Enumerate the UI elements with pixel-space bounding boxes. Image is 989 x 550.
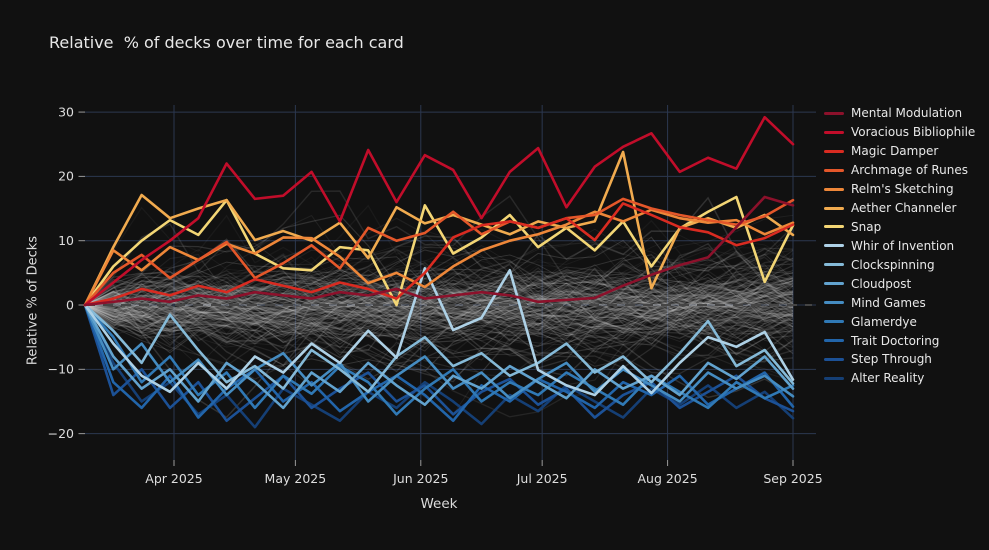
series-line-cloudpost[interactable] bbox=[83, 303, 795, 410]
series-line-mental-modulation[interactable] bbox=[83, 195, 795, 307]
series-line-step-through[interactable] bbox=[83, 303, 795, 423]
y-tick-label: −10 bbox=[48, 362, 74, 377]
series-line-magic-damper[interactable] bbox=[83, 202, 795, 307]
legend-swatch-icon bbox=[824, 225, 844, 229]
legend-swatch-icon bbox=[824, 357, 844, 361]
legend-label: Voracious Bibliophile bbox=[851, 125, 976, 140]
x-tick-label: Sep 2025 bbox=[763, 471, 822, 486]
series-line-voracious-bibliophile[interactable] bbox=[83, 115, 795, 307]
legend-item-alter-reality[interactable]: Alter Reality bbox=[824, 369, 975, 388]
y-tick-label: 0 bbox=[66, 297, 74, 312]
series-line-archmage-of-runes[interactable] bbox=[83, 197, 795, 307]
legend-item-clockspinning[interactable]: Clockspinning bbox=[824, 255, 975, 274]
series-line-trait-doctoring[interactable] bbox=[83, 303, 795, 423]
axes: 30 20 10 0 −10 −20 Apr 2025 May 2025 Jun 2025 Jul… bbox=[48, 104, 823, 486]
legend-item-magic-damper[interactable]: Magic Damper bbox=[824, 142, 975, 161]
legend-item-cloudpost[interactable]: Cloudpost bbox=[824, 274, 975, 293]
legend-label: Mental Modulation bbox=[851, 106, 963, 121]
legend-label: Relm's Sketching bbox=[851, 182, 954, 197]
y-tick-label: 20 bbox=[58, 169, 74, 184]
legend: Mental Modulation Voracious Bibliophile Ma… bbox=[824, 104, 975, 388]
legend-label: Snap bbox=[851, 219, 882, 234]
legend-item-step-through[interactable]: Step Through bbox=[824, 350, 975, 369]
background-series bbox=[84, 190, 794, 419]
x-tick-label: Jul 2025 bbox=[516, 471, 568, 486]
y-tick-label: 30 bbox=[58, 104, 74, 119]
legend-label: Glamerdye bbox=[851, 314, 917, 329]
series-line-glamerdye[interactable] bbox=[83, 303, 795, 416]
legend-label: Step Through bbox=[851, 352, 932, 367]
x-axis-title: Week bbox=[420, 496, 458, 512]
legend-swatch-icon bbox=[824, 168, 844, 172]
chart-title: Relative % of decks over time for each c… bbox=[49, 33, 404, 52]
legend-label: Cloudpost bbox=[851, 276, 912, 291]
legend-item-glamerdye[interactable]: Glamerdye bbox=[824, 312, 975, 331]
legend-swatch-icon bbox=[824, 111, 844, 115]
series-line-clockspinning[interactable] bbox=[83, 303, 795, 394]
x-tick-label: May 2025 bbox=[265, 471, 327, 486]
legend-label: Clockspinning bbox=[851, 257, 935, 272]
legend-item-trait-doctoring[interactable]: Trait Doctoring bbox=[824, 331, 975, 350]
legend-item-voracious-bibliophile[interactable]: Voracious Bibliophile bbox=[824, 123, 975, 142]
legend-swatch-icon bbox=[824, 339, 844, 343]
legend-swatch-icon bbox=[824, 130, 844, 134]
x-tick-label: Apr 2025 bbox=[145, 471, 202, 486]
series-line-snap[interactable] bbox=[83, 195, 795, 307]
legend-label: Mind Games bbox=[851, 295, 926, 310]
legend-item-whir-of-invention[interactable]: Whir of Invention bbox=[824, 236, 975, 255]
legend-item-snap[interactable]: Snap bbox=[824, 218, 975, 237]
legend-swatch-icon bbox=[824, 301, 844, 305]
series-line-whir-of-invention[interactable] bbox=[83, 267, 795, 397]
y-tick-label: 10 bbox=[58, 233, 74, 248]
legend-item-mental-modulation[interactable]: Mental Modulation bbox=[824, 104, 975, 123]
legend-label: Archmage of Runes bbox=[851, 163, 968, 178]
legend-swatch-icon bbox=[824, 263, 844, 267]
series-lines bbox=[83, 115, 795, 429]
legend-item-archmage-of-runes[interactable]: Archmage of Runes bbox=[824, 161, 975, 180]
legend-swatch-icon bbox=[824, 282, 844, 286]
legend-swatch-icon bbox=[824, 244, 844, 248]
legend-swatch-icon bbox=[824, 187, 844, 191]
legend-swatch-icon bbox=[824, 206, 844, 210]
legend-item-mind-games[interactable]: Mind Games bbox=[824, 293, 975, 312]
x-tick-label: Jun 2025 bbox=[392, 471, 448, 486]
legend-label: Magic Damper bbox=[851, 144, 939, 159]
y-tick-label: −20 bbox=[48, 426, 74, 441]
legend-swatch-icon bbox=[824, 149, 844, 153]
legend-item-aether-channeler[interactable]: Aether Channeler bbox=[824, 199, 975, 218]
x-tick-label: Aug 2025 bbox=[637, 471, 697, 486]
legend-label: Aether Channeler bbox=[851, 201, 957, 216]
legend-item-relm-s-sketching[interactable]: Relm's Sketching bbox=[824, 180, 975, 199]
legend-label: Alter Reality bbox=[851, 371, 925, 386]
legend-swatch-icon bbox=[824, 376, 844, 380]
legend-label: Whir of Invention bbox=[851, 238, 955, 253]
legend-swatch-icon bbox=[824, 320, 844, 324]
legend-label: Trait Doctoring bbox=[851, 333, 940, 348]
